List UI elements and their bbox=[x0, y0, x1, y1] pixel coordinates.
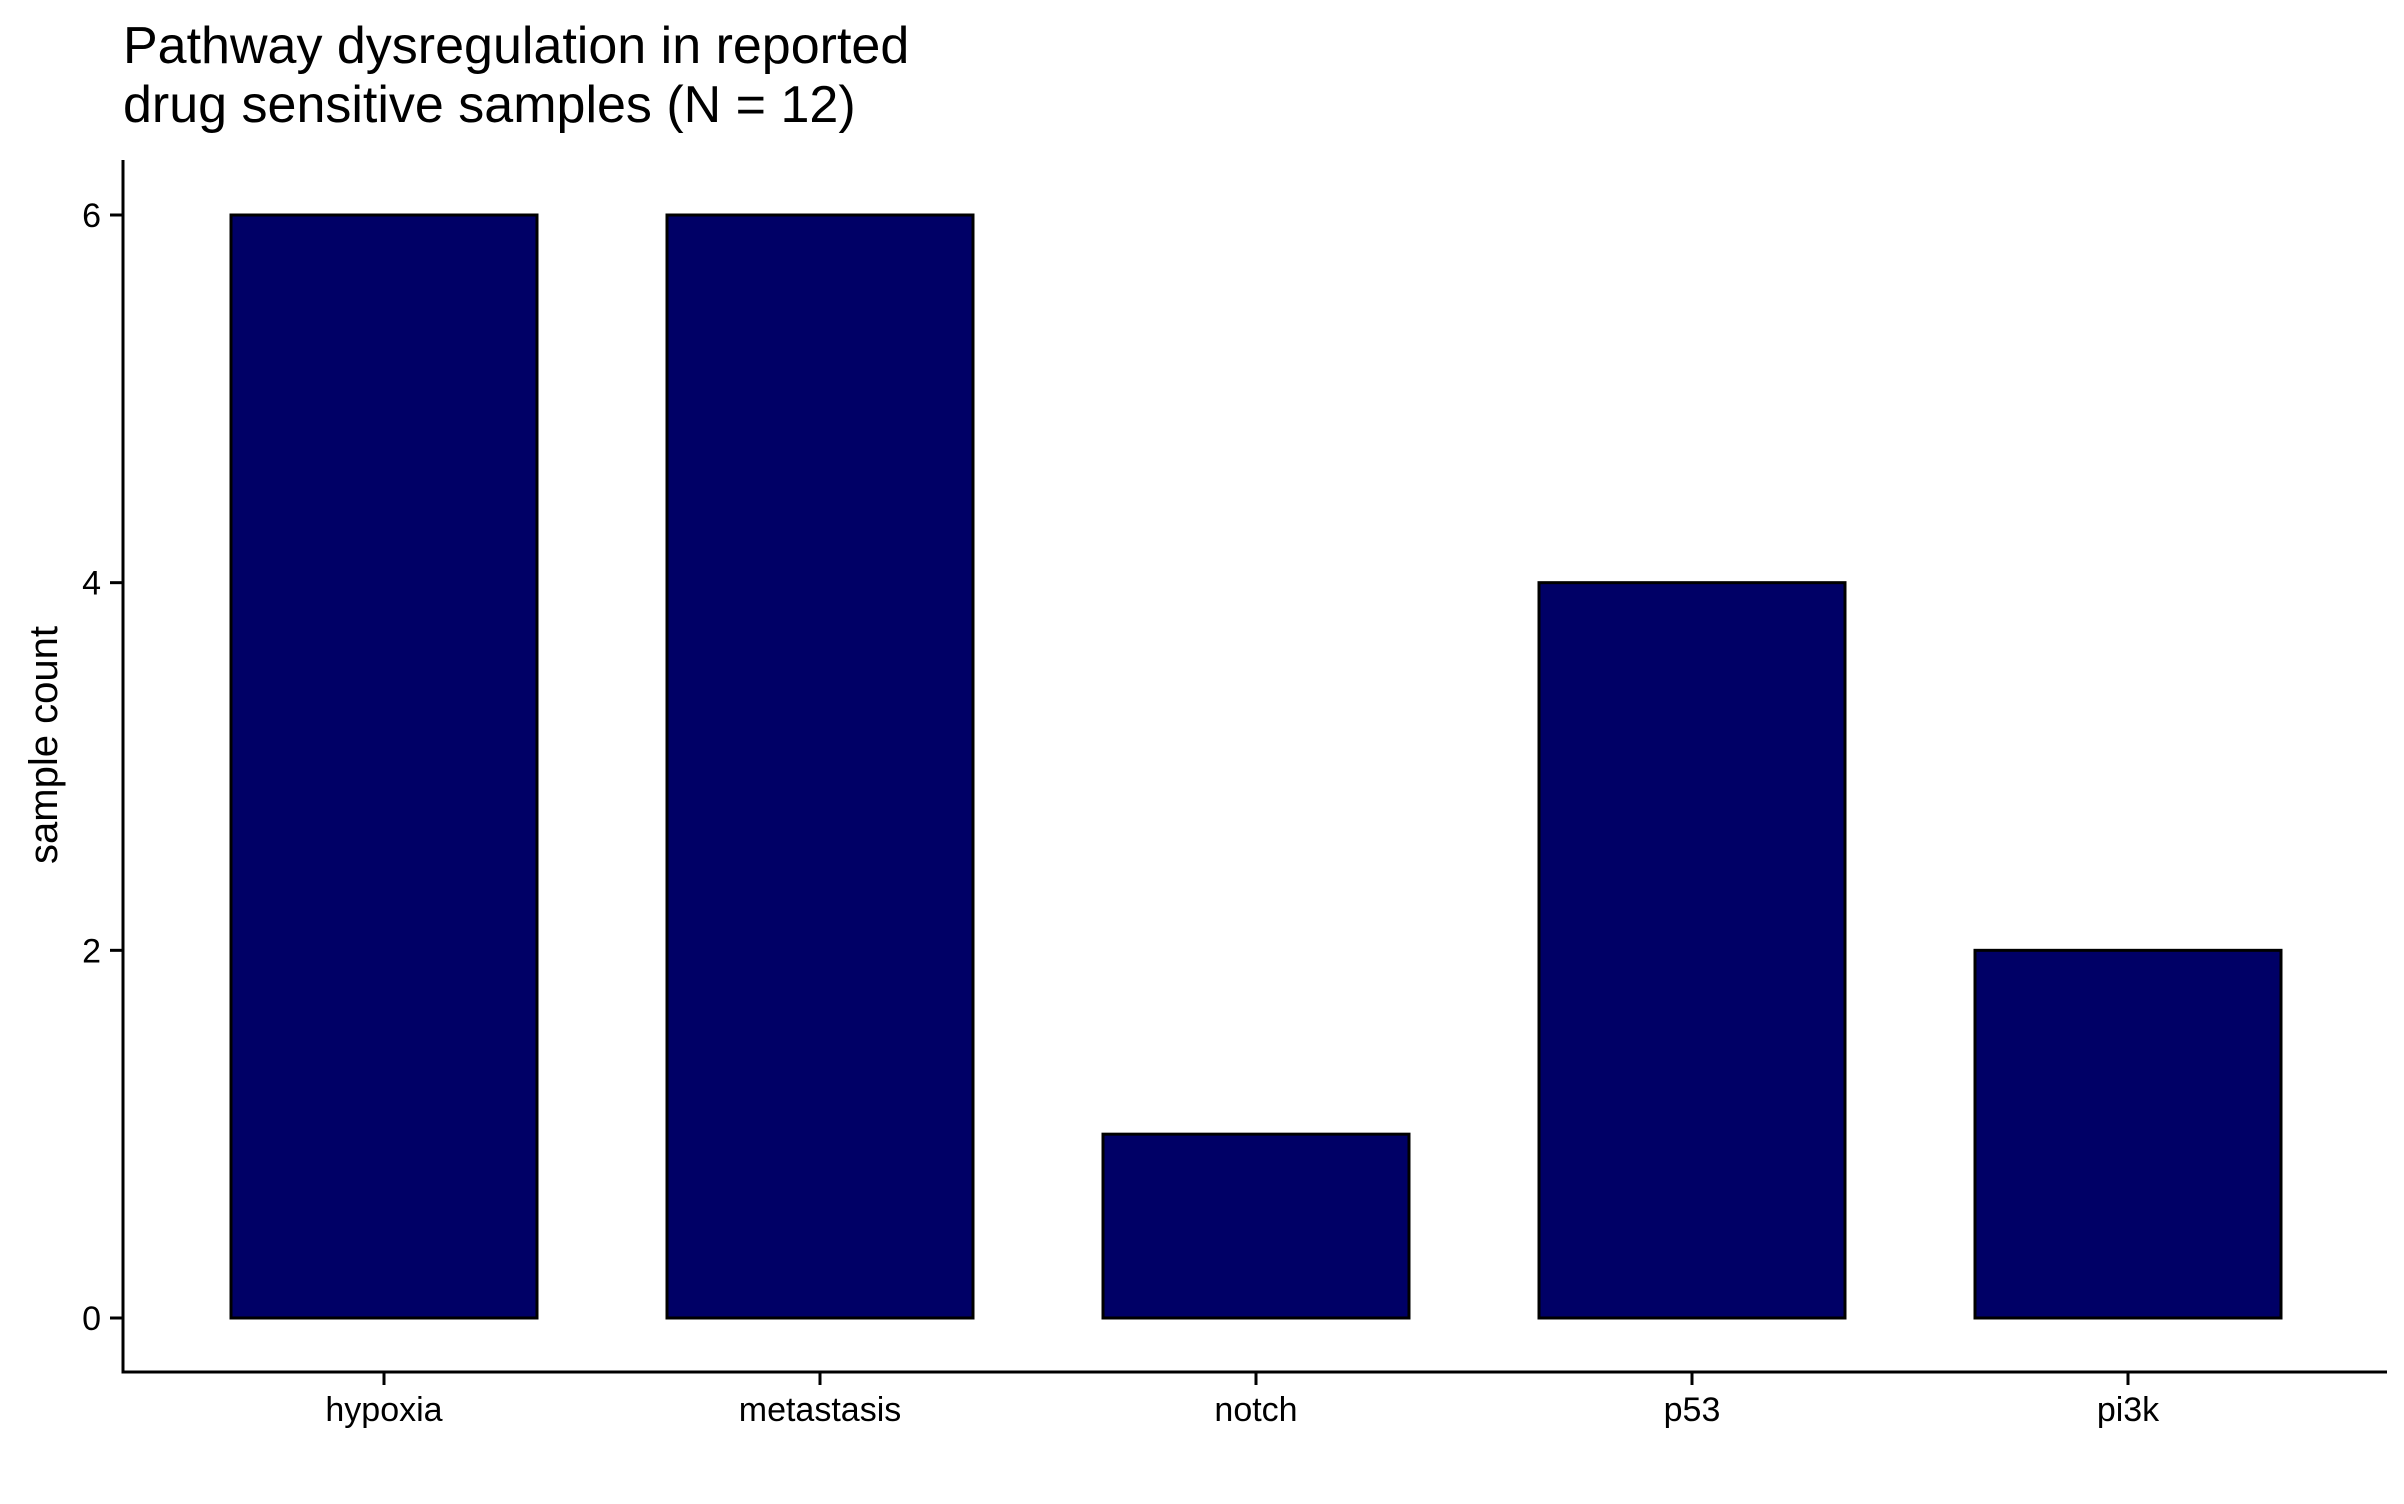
x-tick-label-p53: p53 bbox=[1664, 1391, 1721, 1429]
y-tick-label-0: 0 bbox=[82, 1300, 101, 1338]
bar-notch bbox=[1101, 1132, 1411, 1320]
x-tick-label-pi3k: pi3k bbox=[2097, 1391, 2160, 1429]
y-axis: 0 2 4 6 bbox=[82, 160, 125, 1374]
bars-group bbox=[229, 213, 2283, 1320]
y-axis-title: sample count bbox=[22, 626, 66, 864]
x-axis: hypoxia metastasis notch p53 pi3k bbox=[121, 1370, 2387, 1429]
bar-pi3k bbox=[1973, 948, 2283, 1320]
bar-metastasis bbox=[665, 213, 975, 1320]
x-tick-label-notch: notch bbox=[1214, 1391, 1297, 1429]
x-tick-label-hypoxia: hypoxia bbox=[325, 1391, 442, 1429]
bar-hypoxia bbox=[229, 213, 539, 1320]
chart-title-line-2: drug sensitive samples (N = 12) bbox=[123, 76, 856, 134]
y-tick-label-4: 4 bbox=[82, 565, 101, 603]
y-tick-label-6: 6 bbox=[82, 197, 101, 235]
chart-title-line-1: Pathway dysregulation in reported bbox=[123, 17, 909, 75]
y-tick-label-2: 2 bbox=[82, 932, 101, 970]
x-tick-label-metastasis: metastasis bbox=[739, 1391, 902, 1429]
bar-p53 bbox=[1537, 581, 1847, 1320]
